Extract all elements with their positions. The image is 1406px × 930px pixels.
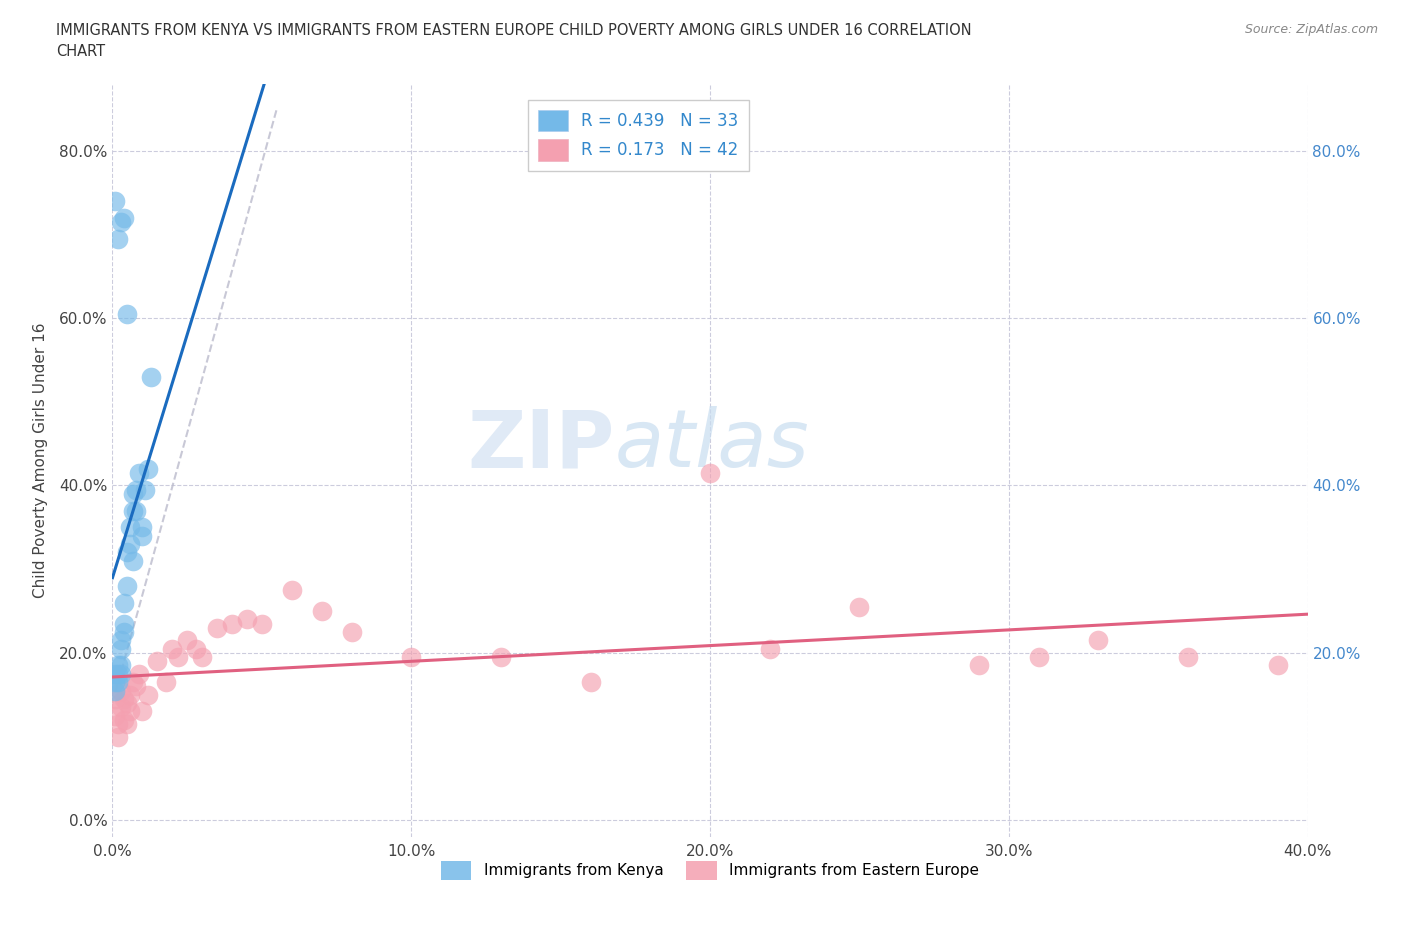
Point [401,649,423,664]
Point [340,625,363,640]
Y-axis label: Child Poverty Among Girls Under 16: Child Poverty Among Girls Under 16 [32,323,48,598]
Point [138,461,160,476]
Point [114,625,135,640]
Point [104,683,127,698]
Point [120,537,142,551]
Point [205,620,228,635]
Text: Source: ZipAtlas.com: Source: ZipAtlas.com [1244,23,1378,36]
Text: IMMIGRANTS FROM KENYA VS IMMIGRANTS FROM EASTERN EUROPE CHILD POVERTY AMONG GIRL: IMMIGRANTS FROM KENYA VS IMMIGRANTS FROM… [56,23,972,38]
Point [131,528,153,543]
Point [110,666,132,681]
Point [1267,658,1289,673]
Point [104,666,127,681]
Point [114,692,135,707]
Point [110,683,132,698]
Point [117,307,139,322]
Point [131,520,153,535]
Point [236,612,259,627]
Point [125,503,148,518]
Point [311,604,333,618]
Point [110,214,132,229]
Point [134,482,156,497]
Point [120,704,142,719]
Point [579,675,602,690]
Point [489,649,512,664]
Point [221,616,243,631]
Text: CHART: CHART [56,44,105,59]
Point [186,642,208,657]
Point [110,632,132,647]
Point [848,600,870,615]
Point [1028,649,1050,664]
Point [110,642,132,657]
Point [110,658,132,673]
Point [141,369,163,384]
Point [122,486,145,501]
Point [104,692,127,707]
Point [120,520,142,535]
Point [120,687,142,702]
Point [176,632,198,647]
Point [125,679,148,694]
Point [110,700,132,715]
Point [104,193,127,208]
Point [104,675,127,690]
Point [167,649,190,664]
Point [104,709,127,724]
Point [107,231,129,246]
Point [128,666,150,681]
Text: ZIP: ZIP [467,406,614,485]
Point [281,582,304,598]
Point [114,712,135,727]
Point [699,465,721,480]
Point [122,503,145,518]
Point [114,616,135,631]
Point [967,658,990,673]
Point [128,465,150,480]
Point [107,675,129,690]
Point [131,704,153,719]
Point [125,482,148,497]
Point [107,729,129,744]
Point [155,675,177,690]
Point [146,654,169,669]
Point [122,675,145,690]
Point [122,553,145,568]
Point [117,696,139,711]
Point [1177,649,1199,664]
Point [1087,632,1109,647]
Text: atlas: atlas [614,406,810,485]
Point [114,210,135,225]
Point [107,717,129,732]
Point [191,649,214,664]
Point [759,642,782,657]
Point [117,578,139,593]
Point [107,666,129,681]
Point [117,717,139,732]
Point [117,545,139,560]
Legend: Immigrants from Kenya, Immigrants from Eastern Europe: Immigrants from Kenya, Immigrants from E… [434,855,986,886]
Point [162,642,183,657]
Point [107,658,129,673]
Point [138,687,160,702]
Point [114,595,135,610]
Point [250,616,273,631]
